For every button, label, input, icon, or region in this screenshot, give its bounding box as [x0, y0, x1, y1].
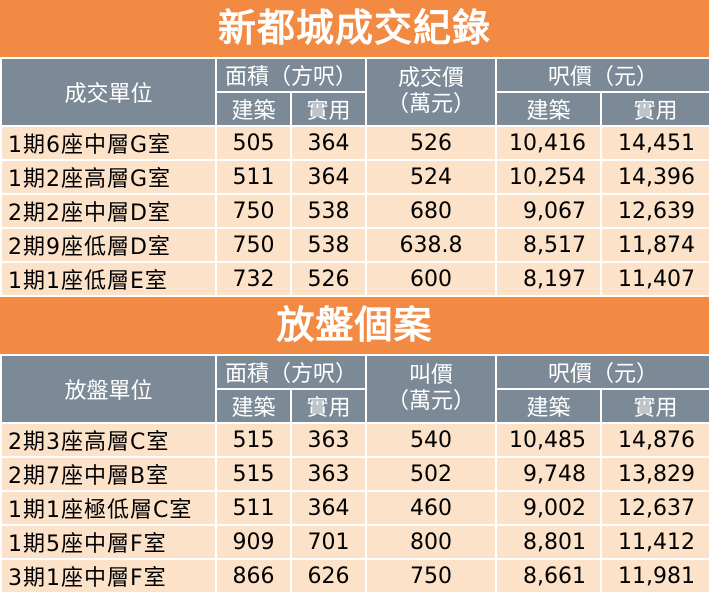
- table-row: 2期7座中層B室 515 363 502 9,748 13,829: [0, 456, 709, 492]
- cell-unit: 1期5座中層F室: [0, 524, 217, 560]
- cell-gross-area: 515: [215, 422, 292, 458]
- data-table: 成交單位 面積（方呎） 成交價 （萬元） 呎價（元） 建築 實用 建築 實用 1期6座中層G室 50…: [0, 57, 709, 297]
- cell-psf-gross: 10,416: [495, 125, 603, 161]
- cell-gross-area: 750: [215, 227, 292, 263]
- cell-unit: 2期3座高層C室: [0, 422, 217, 458]
- cell-price: 524: [365, 159, 498, 195]
- header-psf-gross: 建築: [495, 388, 603, 424]
- cell-psf-saleable: 11,981: [600, 558, 709, 594]
- cell-gross-area: 732: [215, 261, 292, 297]
- cell-unit: 1期2座高層G室: [0, 159, 217, 195]
- table-row: 1期6座中層G室 505 364 526 10,416 14,451: [0, 125, 709, 161]
- cell-price: 526: [365, 125, 498, 161]
- cell-psf-gross: 8,661: [495, 558, 603, 594]
- cell-psf-gross: 8,197: [495, 261, 603, 297]
- cell-price: 750: [365, 558, 498, 594]
- cell-gross-area: 750: [215, 193, 292, 229]
- cell-price: 540: [365, 422, 498, 458]
- cell-price: 600: [365, 261, 498, 297]
- header-price-line1: 成交價: [398, 66, 465, 91]
- data-table: 放盤單位 面積（方呎） 叫價 （萬元） 呎價（元） 建築 實用 建築 實用 2期3座高層C室 515…: [0, 354, 709, 594]
- cell-price: 680: [365, 193, 498, 229]
- header-psf-gross: 建築: [495, 91, 603, 127]
- cell-saleable-area: 626: [289, 558, 368, 594]
- header-unit: 放盤單位: [0, 354, 217, 424]
- header-saleable-area: 實用: [289, 388, 368, 424]
- header-price-line2: （萬元）: [387, 389, 476, 414]
- cell-psf-saleable: 11,412: [600, 524, 709, 560]
- cell-saleable-area: 364: [289, 159, 368, 195]
- cell-psf-saleable: 12,637: [600, 490, 709, 526]
- cell-price: 638.8: [365, 227, 498, 263]
- header-gross-area: 建築: [215, 388, 292, 424]
- header-price: 成交價 （萬元）: [365, 57, 498, 127]
- header-area: 面積（方呎）: [214, 354, 368, 390]
- cell-psf-gross: 10,485: [495, 422, 603, 458]
- table-row: 1期1座極低層C室 511 364 460 9,002 12,637: [0, 490, 709, 526]
- header-psf: 呎價（元）: [495, 354, 709, 390]
- cell-gross-area: 909: [215, 524, 292, 560]
- cell-saleable-area: 526: [289, 261, 368, 297]
- cell-unit: 1期1座低層E室: [0, 261, 217, 297]
- table-row: 1期1座低層E室 732 526 600 8,197 11,407: [0, 261, 709, 297]
- cell-saleable-area: 538: [289, 193, 368, 229]
- header-psf-saleable: 實用: [600, 91, 709, 127]
- cell-gross-area: 515: [215, 456, 292, 492]
- cell-unit: 2期2座中層D室: [0, 193, 217, 229]
- cell-psf-saleable: 11,874: [600, 227, 709, 263]
- cell-psf-saleable: 11,407: [600, 261, 709, 297]
- cell-price: 800: [365, 524, 498, 560]
- cell-psf-gross: 8,801: [495, 524, 603, 560]
- cell-unit: 2期9座低層D室: [0, 227, 217, 263]
- section-title: 放盤個案: [0, 297, 709, 354]
- cell-saleable-area: 363: [289, 422, 368, 458]
- header-price: 叫價 （萬元）: [365, 354, 498, 424]
- cell-psf-gross: 9,748: [495, 456, 603, 492]
- cell-psf-saleable: 14,876: [600, 422, 709, 458]
- cell-saleable-area: 364: [289, 125, 368, 161]
- cell-psf-gross: 8,517: [495, 227, 603, 263]
- table-row: 2期3座高層C室 515 363 540 10,485 14,876: [0, 422, 709, 458]
- header-area: 面積（方呎）: [214, 57, 368, 93]
- section-title: 新都城成交紀錄: [0, 0, 709, 57]
- cell-saleable-area: 538: [289, 227, 368, 263]
- cell-price: 460: [365, 490, 498, 526]
- cell-gross-area: 866: [215, 558, 292, 594]
- table-row: 2期2座中層D室 750 538 680 9,067 12,639: [0, 193, 709, 229]
- cell-psf-saleable: 14,451: [600, 125, 709, 161]
- header-psf: 呎價（元）: [495, 57, 709, 93]
- header-price-line2: （萬元）: [387, 92, 476, 117]
- header-saleable-area: 實用: [289, 91, 368, 127]
- cell-unit: 1期6座中層G室: [0, 125, 217, 161]
- header-gross-area: 建築: [215, 91, 292, 127]
- cell-unit: 1期1座極低層C室: [0, 490, 217, 526]
- cell-price: 502: [365, 456, 498, 492]
- table-row: 1期5座中層F室 909 701 800 8,801 11,412: [0, 524, 709, 560]
- cell-psf-gross: 9,002: [495, 490, 603, 526]
- header-unit: 成交單位: [0, 57, 217, 127]
- header-price-line1: 叫價: [409, 363, 454, 388]
- cell-psf-saleable: 13,829: [600, 456, 709, 492]
- cell-psf-saleable: 14,396: [600, 159, 709, 195]
- cell-psf-saleable: 12,639: [600, 193, 709, 229]
- cell-saleable-area: 701: [289, 524, 368, 560]
- cell-unit: 3期1座中層F室: [0, 558, 217, 594]
- cell-psf-gross: 9,067: [495, 193, 603, 229]
- table-row: 2期9座低層D室 750 538 638.8 8,517 11,874: [0, 227, 709, 263]
- cell-unit: 2期7座中層B室: [0, 456, 217, 492]
- cell-saleable-area: 364: [289, 490, 368, 526]
- table-row: 3期1座中層F室 866 626 750 8,661 11,981: [0, 558, 709, 594]
- cell-saleable-area: 363: [289, 456, 368, 492]
- cell-gross-area: 505: [215, 125, 292, 161]
- cell-gross-area: 511: [215, 490, 292, 526]
- cell-gross-area: 511: [215, 159, 292, 195]
- header-psf-saleable: 實用: [600, 388, 709, 424]
- cell-psf-gross: 10,254: [495, 159, 603, 195]
- table-row: 1期2座高層G室 511 364 524 10,254 14,396: [0, 159, 709, 195]
